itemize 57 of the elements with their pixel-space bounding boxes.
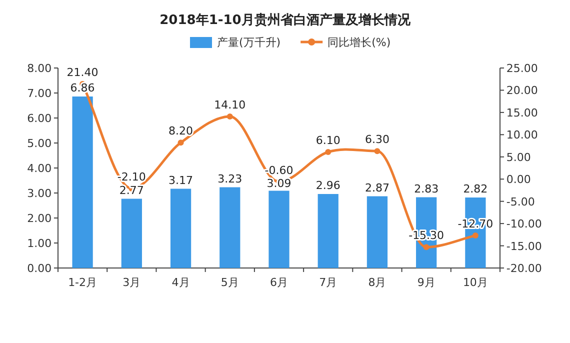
data-label: 14.10 — [214, 98, 246, 112]
data-label: 8.20 — [168, 124, 194, 138]
x-tick-label: 10月 — [462, 276, 488, 289]
bar — [318, 194, 338, 268]
bar — [268, 190, 290, 268]
x-tick-label: 5月 — [220, 276, 239, 289]
legend-label: 同比增长(%) — [328, 36, 391, 49]
x-tick-label: 8月 — [368, 276, 386, 289]
x-tick-label: 4月 — [172, 276, 190, 289]
y2-tick-label: 5.00 — [506, 150, 531, 164]
point — [226, 113, 233, 120]
point — [423, 244, 430, 250]
data-label: 6.30 — [364, 133, 390, 146]
y2-tick-label: -20.00 — [506, 262, 542, 275]
point — [178, 140, 184, 146]
data-label: 2.77 — [119, 184, 144, 197]
y-tick-label: 6.00 — [27, 112, 52, 125]
data-label: 3.09 — [266, 176, 292, 190]
y2-tick-label: -10.00 — [506, 218, 542, 231]
data-label: 3.23 — [218, 172, 242, 186]
data-label: 3.17 — [168, 174, 194, 187]
bar — [72, 96, 93, 268]
y2-tick-label: 10.00 — [506, 128, 538, 142]
point — [325, 149, 332, 155]
x-tick-label: 3月 — [122, 276, 141, 289]
legend-label: 产量(万千升) — [217, 36, 281, 49]
y-tick-label: 1.00 — [27, 237, 52, 250]
y2-tick-label: 20.00 — [506, 84, 538, 98]
y2-tick-label: 25.00 — [506, 62, 538, 75]
data-label: 2.96 — [316, 179, 340, 192]
x-tick-label: 6月 — [270, 276, 288, 289]
bar — [121, 198, 142, 268]
chart-title: 2018年1-10月贵州省白酒产量及增长情况 — [160, 12, 412, 28]
bar — [220, 187, 240, 268]
data-label: 6.10 — [316, 134, 340, 147]
y-tick-label: 2.00 — [27, 212, 52, 225]
y-tick-label: 3.00 — [27, 187, 52, 200]
data-label: 21.40 — [66, 66, 98, 79]
point — [374, 148, 380, 154]
y2-tick-label: -5.00 — [506, 195, 535, 208]
y2-tick-label: -15.00 — [506, 240, 542, 253]
data-label: 2.83 — [414, 182, 439, 196]
x-tick-label: 7月 — [319, 276, 338, 289]
y2-tick-label: 15.00 — [506, 106, 538, 120]
y-tick-label: 7.00 — [27, 87, 52, 100]
bar — [366, 196, 388, 268]
bar — [170, 188, 192, 268]
data-label: 2.87 — [364, 181, 390, 194]
y-tick-label: 0.00 — [27, 262, 52, 275]
y-tick-label: 4.00 — [27, 162, 52, 175]
y-tick-label: 8.00 — [27, 62, 52, 75]
x-tick-label: 1-2月 — [68, 276, 98, 289]
y2-tick-label: 0.00 — [506, 173, 531, 186]
point — [472, 232, 478, 239]
x-tick-label: 9月 — [417, 276, 436, 289]
data-label: 2.82 — [463, 182, 488, 196]
y-tick-label: 5.00 — [27, 137, 52, 150]
